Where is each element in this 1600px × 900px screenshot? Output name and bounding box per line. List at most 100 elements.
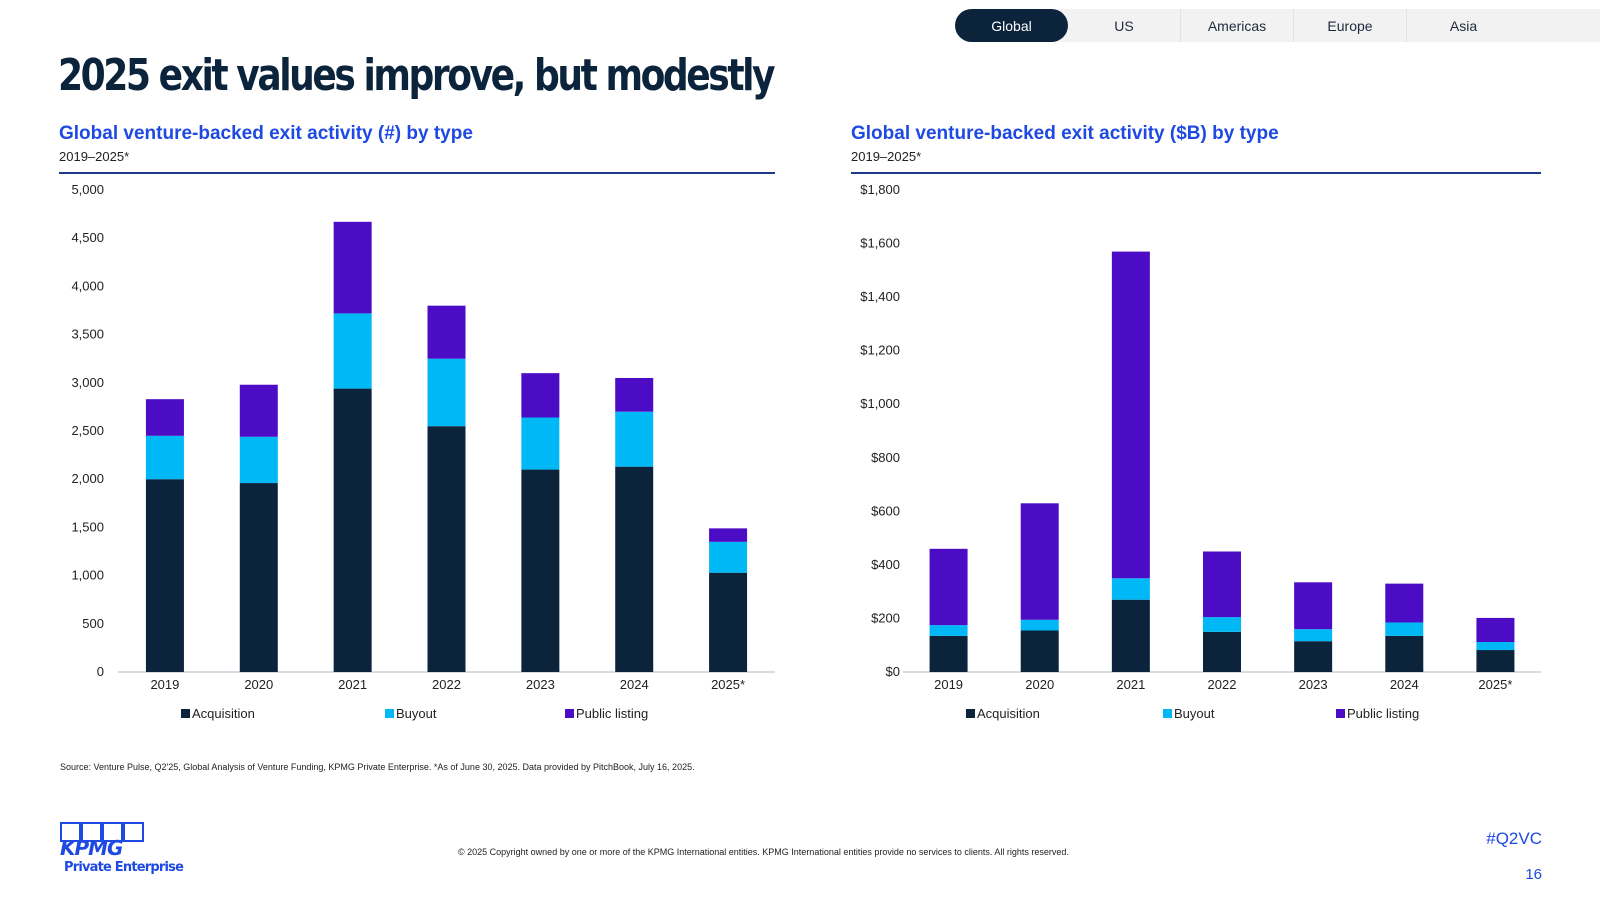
- bar-public-listing: [709, 528, 748, 542]
- bar-acquisition: [615, 466, 654, 672]
- bar-public-listing: [929, 548, 968, 626]
- legend-label: Public listing: [576, 706, 648, 721]
- bar-acquisition: [1294, 641, 1333, 672]
- bar-acquisition: [929, 635, 968, 672]
- y-tick-label: $1,400: [860, 289, 900, 304]
- copyright-notice: © 2025 Copyright owned by one or more of…: [458, 847, 1069, 857]
- bar-acquisition: [709, 572, 748, 672]
- bar-public-listing: [1385, 583, 1424, 623]
- y-tick-label: 4,000: [71, 278, 104, 293]
- bar-buyout: [1476, 642, 1515, 651]
- y-tick-label: 2,500: [71, 423, 104, 438]
- bar-acquisition: [1020, 630, 1059, 672]
- bar-buyout: [427, 358, 466, 427]
- legend-swatch: [966, 709, 975, 718]
- bar-acquisition: [239, 483, 278, 672]
- bar-buyout: [709, 541, 748, 573]
- bar-buyout: [1020, 619, 1059, 631]
- bar-acquisition: [333, 388, 372, 672]
- bar-acquisition: [1111, 599, 1150, 672]
- bar-public-listing: [145, 399, 184, 436]
- chart-count-by-type: 0 500 1,000 1,500 2,000 2,500 3,000 3,500 4,000 4…: [71, 182, 775, 721]
- legend-label: Buyout: [396, 706, 437, 721]
- x-tick-label: 2022: [1208, 677, 1237, 692]
- bar-public-listing: [427, 305, 466, 359]
- y-tick-label: 2,000: [71, 471, 104, 486]
- chart-value-by-type: $0 $200 $400 $600 $800 $1,000 $1,200 $1,400 $1,6…: [860, 182, 1541, 721]
- x-tick-label: 2020: [1025, 677, 1054, 692]
- bar-buyout: [1203, 617, 1241, 632]
- logo-subline: Private Enterprise: [64, 860, 184, 875]
- x-tick-label: 2023: [1299, 677, 1328, 692]
- chart-count-rule: [59, 172, 775, 174]
- legend-label: Buyout: [1174, 706, 1215, 721]
- y-tick-label: 4,500: [71, 230, 104, 245]
- bar-acquisition: [521, 469, 560, 672]
- x-tick-label: 2025*: [711, 677, 745, 692]
- x-tick-label: 2022: [432, 677, 461, 692]
- chart-value-subtitle: 2019–2025*: [851, 149, 922, 164]
- legend-label: Acquisition: [192, 706, 255, 721]
- y-tick-label: 3,500: [71, 327, 104, 342]
- x-tick-label: 2024: [620, 677, 649, 692]
- logo-boxes: [60, 822, 170, 842]
- y-tick-label: 0: [97, 664, 104, 679]
- legend-swatch: [385, 709, 394, 718]
- bar-public-listing: [1476, 617, 1515, 643]
- y-tick-label: $1,000: [860, 396, 900, 411]
- bar-buyout: [333, 313, 372, 389]
- x-tick-label: 2023: [526, 677, 555, 692]
- y-tick-label: $400: [871, 557, 900, 572]
- y-tick-label: 500: [82, 616, 104, 631]
- bar-public-listing: [521, 373, 560, 418]
- bar-buyout: [145, 435, 184, 480]
- bar-public-listing: [1020, 503, 1059, 620]
- x-tick-label: 2020: [244, 677, 273, 692]
- x-tick-label: 2025*: [1478, 677, 1512, 692]
- x-tick-label: 2019: [934, 677, 963, 692]
- bar-buyout: [239, 436, 278, 484]
- hashtag: #Q2VC: [1486, 829, 1542, 848]
- y-tick-label: $0: [886, 664, 900, 679]
- y-tick-label: $600: [871, 503, 900, 518]
- y-tick-label: $1,800: [860, 182, 900, 197]
- y-tick-label: 1,500: [71, 519, 104, 534]
- bar-buyout: [1111, 578, 1150, 600]
- y-tick-label: 5,000: [71, 182, 104, 197]
- legend-swatch: [565, 709, 574, 718]
- source-note: Source: Venture Pulse, Q2'25, Global Ana…: [60, 762, 695, 772]
- bar-acquisition: [145, 479, 184, 672]
- legend-label: Acquisition: [977, 706, 1040, 721]
- y-tick-label: 1,000: [71, 568, 104, 583]
- bar-buyout: [521, 417, 560, 470]
- x-tick-label: 2019: [150, 677, 179, 692]
- tab-global[interactable]: Global: [955, 9, 1068, 42]
- tab-asia[interactable]: Asia: [1449, 17, 1478, 34]
- x-tick-label: 2021: [338, 677, 367, 692]
- tab-americas[interactable]: Americas: [1181, 9, 1294, 42]
- legend-label: Public listing: [1347, 706, 1419, 721]
- bar-buyout: [929, 625, 968, 636]
- y-tick-label: 3,000: [71, 375, 104, 390]
- bar-public-listing: [1294, 582, 1333, 630]
- tab-us[interactable]: US: [1068, 9, 1181, 42]
- bar-public-listing: [239, 384, 278, 437]
- chart-count-subtitle: 2019–2025*: [59, 149, 130, 164]
- y-tick-label: $1,600: [860, 236, 900, 251]
- bar-acquisition: [427, 426, 466, 672]
- x-tick-label: 2024: [1390, 677, 1419, 692]
- y-tick-label: $800: [871, 450, 900, 465]
- region-tabs: Global US Americas Europe Asia: [955, 9, 1600, 42]
- bar-buyout: [1385, 622, 1424, 636]
- bar-acquisition: [1385, 635, 1424, 672]
- logo-wordmark: KPMG: [60, 836, 123, 860]
- bar-acquisition: [1476, 650, 1515, 672]
- bar-acquisition: [1203, 631, 1241, 672]
- y-tick-label: $1,200: [860, 343, 900, 358]
- tab-europe[interactable]: Europe: [1294, 9, 1407, 42]
- kpmg-logo: KPMG Private Enterprise: [60, 822, 184, 880]
- bar-buyout: [1294, 629, 1333, 642]
- legend-swatch: [1336, 709, 1345, 718]
- bar-public-listing: [333, 221, 372, 314]
- page-number: 16: [1525, 866, 1542, 883]
